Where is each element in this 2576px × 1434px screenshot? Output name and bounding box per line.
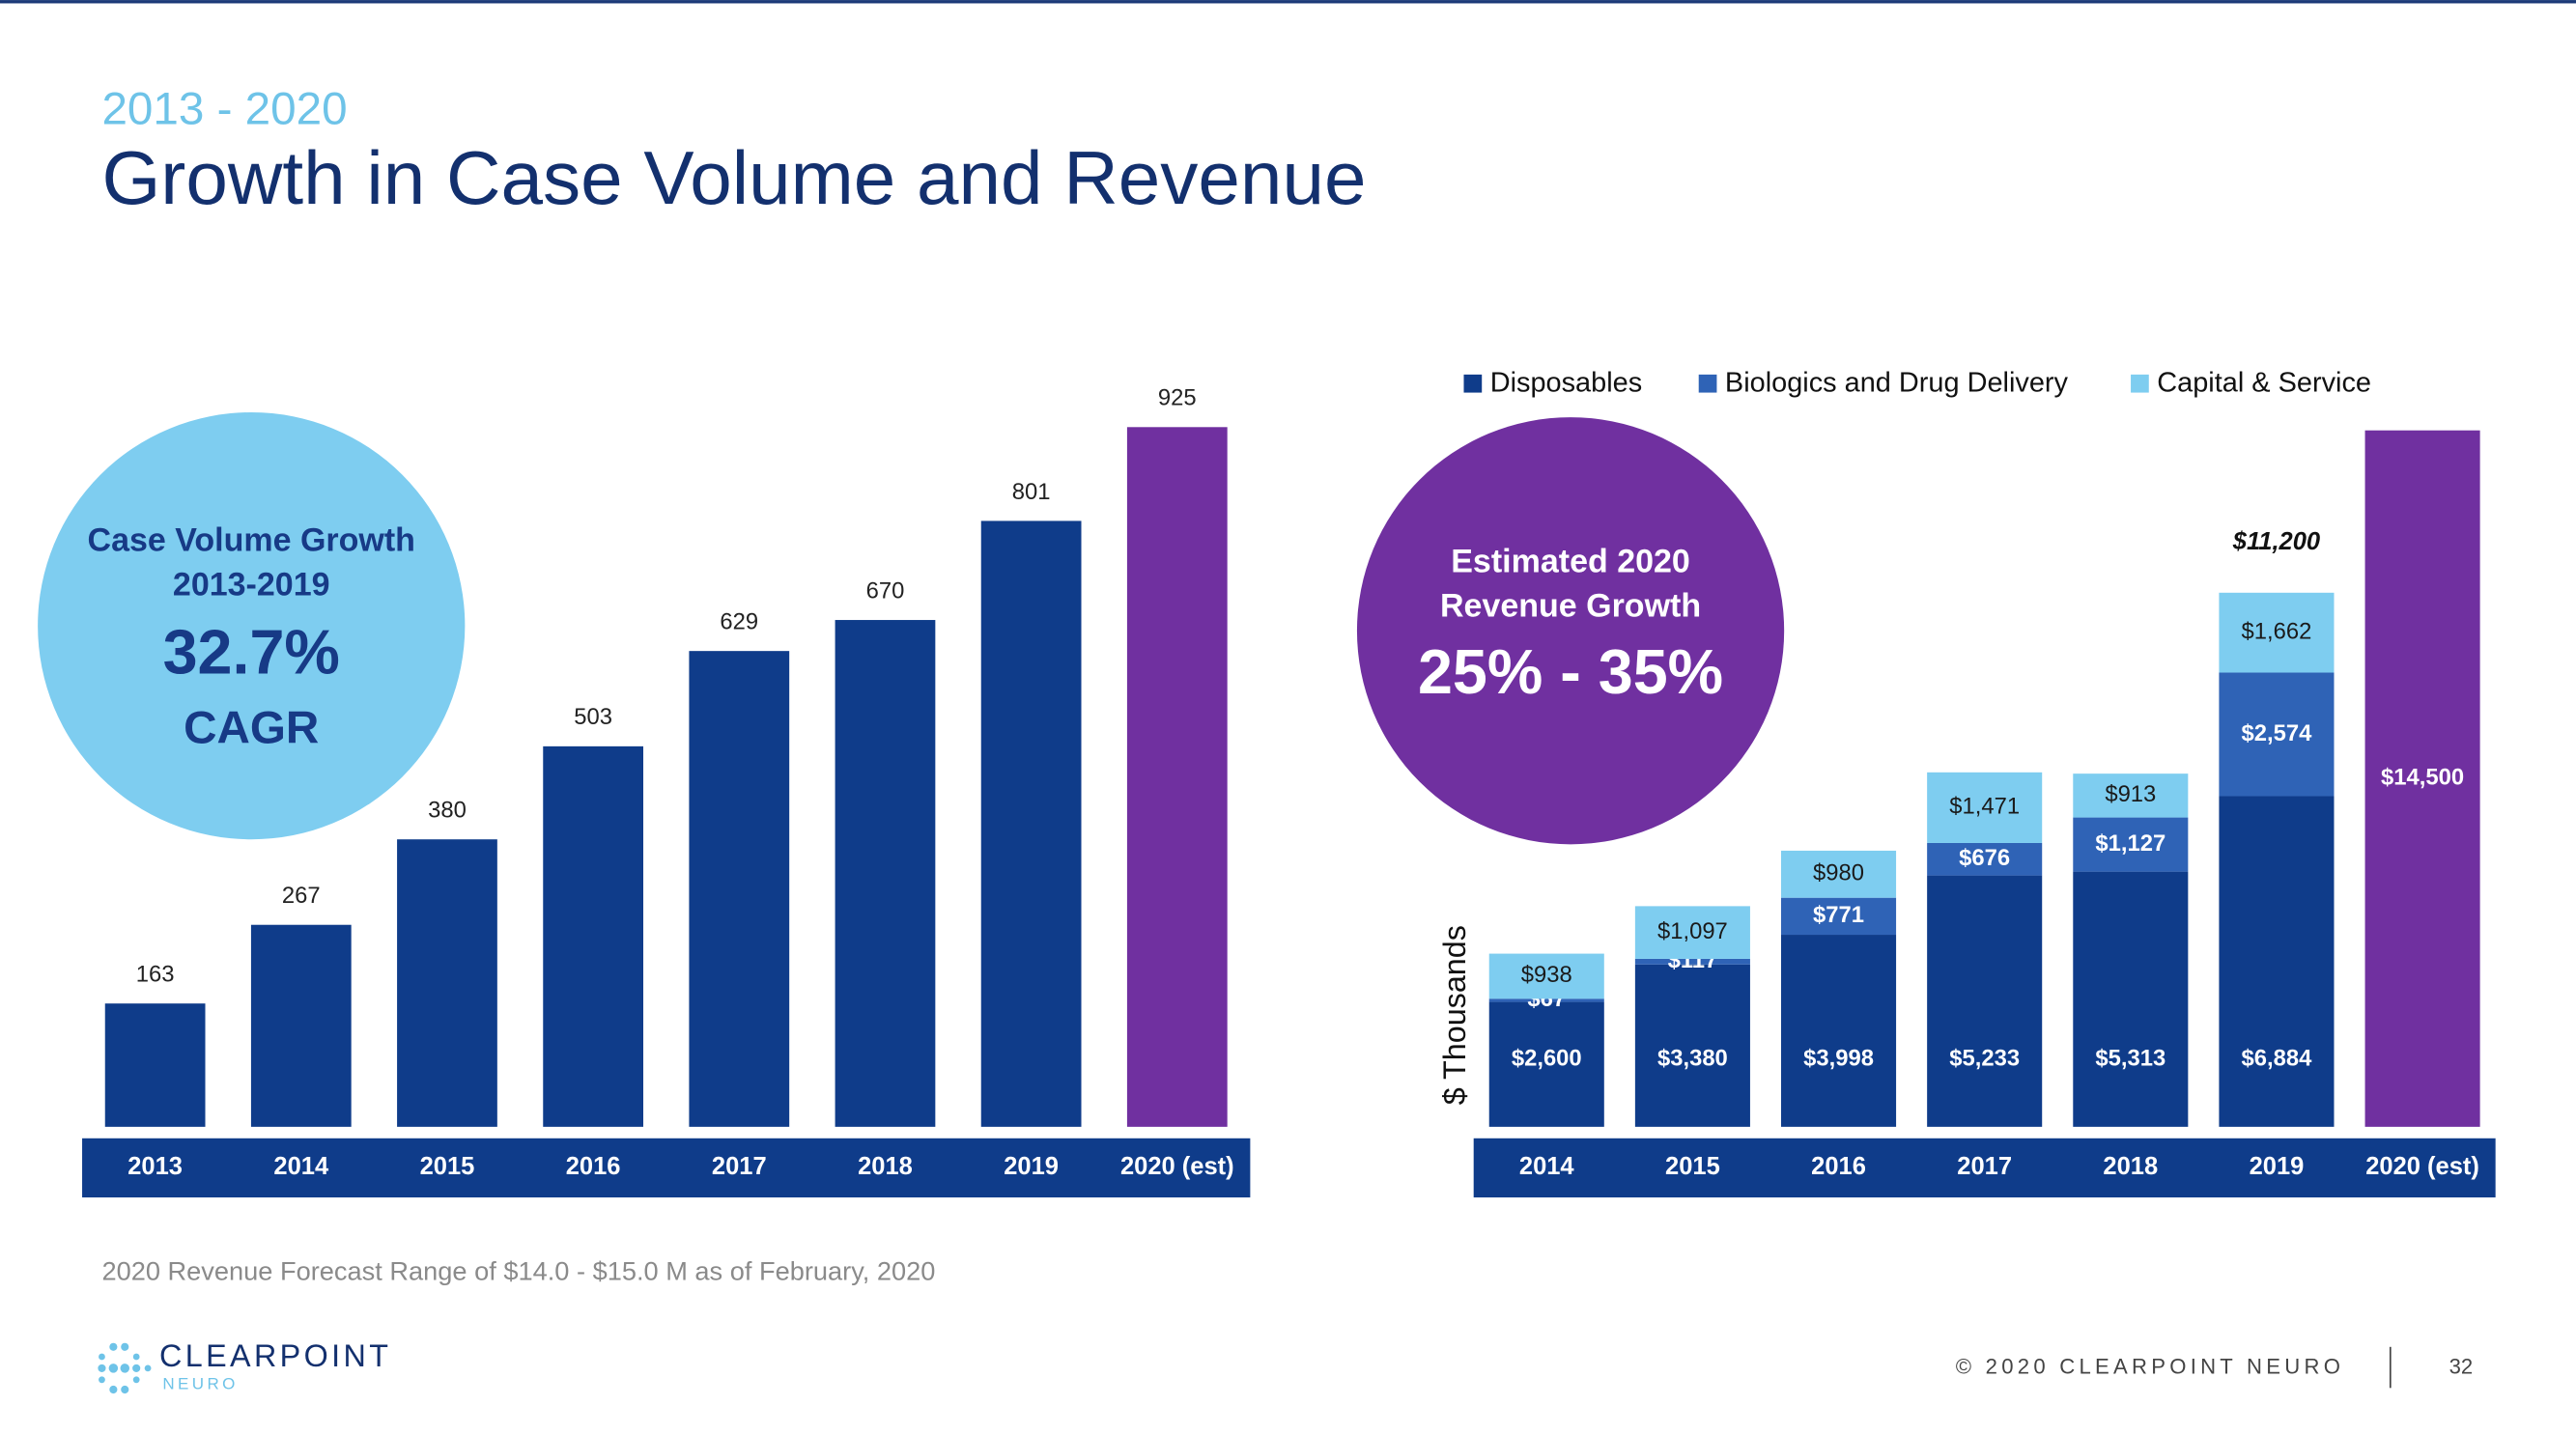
category-band xyxy=(1473,1138,2496,1198)
annotation-text: Estimated 2020 xyxy=(1451,543,1690,579)
legend-swatch xyxy=(2131,374,2149,393)
annotation-text: 32.7% xyxy=(163,616,340,687)
annotation-text: 2013-2019 xyxy=(173,566,330,603)
bar-segment xyxy=(1488,1001,1604,1127)
bar-segment xyxy=(1781,897,1897,936)
logo-dots xyxy=(98,1342,152,1394)
value-label: $3,998 xyxy=(1803,1045,1874,1071)
x-tick-label: 2017 xyxy=(1957,1153,2012,1180)
value-label: $980 xyxy=(1813,860,1864,886)
bar xyxy=(250,924,352,1127)
value-label: 380 xyxy=(428,798,467,824)
bar xyxy=(689,651,790,1127)
legend-label: Disposables xyxy=(1490,368,1642,399)
copyright: © 2020 CLEARPOINT NEURO xyxy=(1956,1355,2344,1379)
bar-segment xyxy=(1927,842,2043,876)
x-tick-label: 2019 xyxy=(1004,1153,1059,1180)
bar-segment xyxy=(1634,958,1750,965)
value-label: $1,127 xyxy=(2095,830,2166,857)
x-tick-label: 2015 xyxy=(1665,1153,1720,1180)
x-tick-label: 2016 xyxy=(1811,1153,1866,1180)
logo-name: CLEARPOINT xyxy=(159,1338,391,1373)
footnote: 2020 Revenue Forecast Range of $14.0 - $… xyxy=(101,1255,935,1285)
value-label: 163 xyxy=(136,962,175,988)
value-label: $2,574 xyxy=(2242,720,2313,746)
category-band xyxy=(82,1138,1251,1198)
value-label: $913 xyxy=(2105,781,2156,807)
annotation-text: Case Volume Growth xyxy=(88,521,415,558)
bar xyxy=(104,1003,206,1127)
bar-segment xyxy=(2073,773,2189,818)
value-label: $6,884 xyxy=(2242,1045,2313,1071)
x-tick-label: 2015 xyxy=(420,1153,475,1180)
value-label: 925 xyxy=(1158,385,1197,411)
x-tick-label: 2014 xyxy=(273,1153,329,1180)
bar xyxy=(397,839,497,1127)
bar-segment xyxy=(1927,772,2043,843)
bar-segment xyxy=(1488,998,1604,1002)
annotation-text: CAGR xyxy=(184,703,319,754)
value-label: 629 xyxy=(720,609,758,635)
bar-segment xyxy=(1781,850,1897,898)
legend-swatch xyxy=(1463,374,1483,393)
value-label: $5,313 xyxy=(2095,1045,2166,1071)
value-label: $771 xyxy=(1813,902,1864,928)
legend-label: Biologics and Drug Delivery xyxy=(1725,368,2069,399)
bar-segment xyxy=(2073,871,2189,1127)
x-tick-label: 2020 (est) xyxy=(2365,1153,2479,1180)
value-label: $5,233 xyxy=(1949,1045,2020,1071)
legend-swatch xyxy=(1698,374,1717,393)
annotation-circle xyxy=(1356,417,1785,845)
bar-segment xyxy=(1781,935,1897,1127)
bar-segment xyxy=(2219,672,2335,797)
value-label: $1,471 xyxy=(1949,794,2020,820)
x-tick-label: 2018 xyxy=(858,1153,913,1180)
x-tick-label: 2013 xyxy=(127,1153,183,1180)
value-label: 670 xyxy=(866,577,905,604)
x-tick-label: 2017 xyxy=(712,1153,767,1180)
bar-segment xyxy=(1634,964,1750,1127)
total-label: $11,200 xyxy=(2232,528,2320,555)
x-tick-label: 2016 xyxy=(566,1153,621,1180)
annotation-circle xyxy=(38,411,466,840)
page-number: 32 xyxy=(2449,1355,2474,1379)
bar-segment xyxy=(1488,953,1604,999)
bar xyxy=(1126,427,1228,1127)
value-label: $3,380 xyxy=(1657,1045,1728,1071)
bar-segment xyxy=(2219,592,2335,673)
value-label: 503 xyxy=(574,704,612,730)
bar-segment xyxy=(2073,817,2189,872)
logo-sub: NEURO xyxy=(162,1374,238,1392)
slide-subtitle: 2013 - 2020 xyxy=(101,83,347,134)
bar-segment xyxy=(2219,796,2335,1127)
legend-label: Capital & Service xyxy=(2157,368,2371,399)
annotation-text: Revenue Growth xyxy=(1440,587,1701,624)
bar xyxy=(835,620,936,1127)
top-rule xyxy=(0,0,2576,4)
bar xyxy=(543,745,644,1127)
value-label: 267 xyxy=(282,883,321,909)
value-label: $1,097 xyxy=(1657,918,1728,944)
value-label: $2,600 xyxy=(1512,1045,1582,1071)
bar-segment xyxy=(1634,906,1750,959)
value-label: $1,662 xyxy=(2242,618,2312,644)
y-axis-label: $ Thousands xyxy=(1437,925,1472,1105)
x-tick-label: 2014 xyxy=(1519,1153,1575,1180)
bar xyxy=(2364,430,2480,1127)
value-label: $676 xyxy=(1959,845,2010,871)
x-tick-label: 2019 xyxy=(2250,1153,2305,1180)
bar-segment xyxy=(1927,875,2043,1127)
x-tick-label: 2018 xyxy=(2103,1153,2158,1180)
x-tick-label: 2020 (est) xyxy=(1120,1153,1234,1180)
slide-title: Growth in Case Volume and Revenue xyxy=(101,135,1366,220)
annotation-text: 25% - 35% xyxy=(1418,636,1723,707)
bar xyxy=(980,520,1082,1127)
value-label: 801 xyxy=(1012,479,1051,505)
logo: CLEARPOINT NEURO xyxy=(98,1338,391,1394)
value-label: $938 xyxy=(1521,962,1572,988)
total-label: $14,500 xyxy=(2381,765,2464,791)
